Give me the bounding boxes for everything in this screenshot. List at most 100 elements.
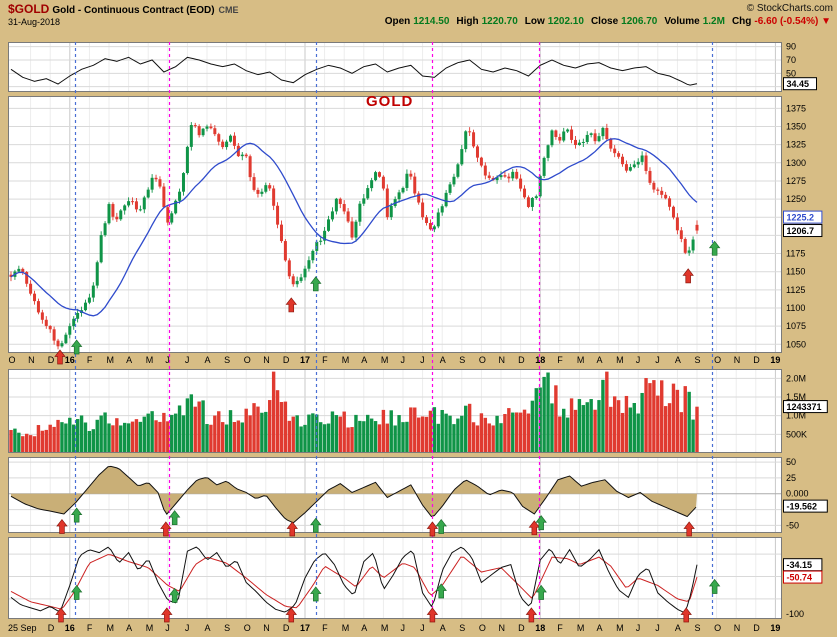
chart-date: 31-Aug-2018 [8,17,61,27]
green-signal-arrow [70,584,83,600]
svg-text:M: M [342,623,350,633]
svg-text:18: 18 [535,355,545,365]
bottom-oscillator-fast-line [10,546,698,614]
svg-text:1250: 1250 [786,194,806,204]
svg-text:J: J [165,623,170,633]
svg-text:F: F [87,355,93,365]
svg-text:18: 18 [535,623,545,633]
red-signal-arrow [285,297,297,313]
svg-text:A: A [126,623,132,633]
svg-text:-100: -100 [786,609,804,619]
bottom-oscillator-slow-line [10,554,698,610]
green-signal-arrow [310,276,322,292]
svg-text:D: D [283,623,290,633]
signal-arrows [54,240,721,623]
svg-text:A: A [675,355,681,365]
quote-value: -6.60 (-0.54%) ▼ [754,16,831,27]
svg-text:A: A [205,355,211,365]
svg-text:500K: 500K [786,429,807,439]
time-axis-labels: O N D 16 F M A M J J A S O N D 17 F M A M J J A S O N D 18 F M A M J J A S O… [8,355,780,633]
exchange-label: CME [218,5,239,15]
stockcharts-copyright-link[interactable]: © StockCharts.com [746,3,833,14]
svg-text:1050: 1050 [786,339,806,349]
quote-label: Volume [664,16,700,27]
svg-text:M: M [107,623,115,633]
quote-value: 1202.10 [547,16,584,27]
svg-text:1075: 1075 [786,321,806,331]
svg-text:-19.562: -19.562 [787,502,818,512]
svg-text:N: N [263,623,270,633]
right-axis-labels: 90705034.4513751350132513001275125011751… [783,42,828,619]
svg-text:S: S [459,623,465,633]
svg-text:O: O [244,355,251,365]
svg-text:J: J [655,355,660,365]
svg-text:J: J [655,623,660,633]
red-signal-arrow [525,607,538,623]
svg-text:O: O [714,355,721,365]
svg-text:F: F [557,623,563,633]
ohlc-quote-strip: Open 1214.50 High 1220.70 Low 1202.10 Close 120… [378,16,831,27]
svg-text:D: D [48,355,55,365]
svg-text:1100: 1100 [786,303,805,313]
svg-text:S: S [459,355,465,365]
green-signal-arrow [310,517,322,533]
svg-text:N: N [734,355,741,365]
middle-oscillator-area [10,465,697,524]
svg-text:1300: 1300 [786,158,806,168]
green-signal-arrow [70,507,83,523]
svg-text:1243371: 1243371 [787,402,822,412]
svg-text:19: 19 [770,623,780,633]
svg-text:A: A [440,623,446,633]
svg-text:A: A [126,355,132,365]
quote-value: 1220.70 [481,16,518,27]
red-signal-arrow [682,268,694,284]
svg-text:16: 16 [65,355,75,365]
svg-text:M: M [577,355,585,365]
green-signal-arrow [708,240,721,256]
red-signal-arrow [56,518,68,534]
green-signal-arrow [535,584,547,600]
svg-text:N: N [734,623,741,633]
svg-text:A: A [205,623,211,633]
quote-label: Low [524,16,545,27]
svg-text:1206.7: 1206.7 [787,226,815,236]
svg-text:1375: 1375 [786,103,806,113]
quote-label: Open [384,16,411,27]
svg-text:O: O [479,623,486,633]
green-signal-arrow [310,586,322,602]
instrument-name: Gold - Continuous Contract (EOD) [52,5,215,16]
chart-watermark: GOLD [366,93,414,110]
quote-row: 31-Aug-2018 Open 1214.50 High 1220.70 Low 120… [8,16,833,29]
svg-text:-34.15: -34.15 [787,560,813,570]
red-signal-arrow [426,521,439,537]
red-signal-arrow [54,349,66,365]
svg-text:N: N [499,623,506,633]
svg-text:O: O [244,623,251,633]
svg-text:J: J [185,355,190,365]
svg-text:J: J [636,355,641,365]
svg-text:2.0M: 2.0M [786,373,806,383]
svg-text:25: 25 [786,473,796,483]
svg-text:16: 16 [65,623,75,633]
svg-text:A: A [361,623,367,633]
svg-text:1275: 1275 [786,176,806,186]
green-signal-arrow [70,339,83,355]
svg-text:N: N [28,355,34,365]
svg-text:1225.2: 1225.2 [787,213,815,223]
quote-label: High [456,16,479,27]
svg-text:S: S [695,623,701,633]
svg-text:M: M [616,355,624,365]
svg-text:J: J [636,623,641,633]
svg-text:F: F [557,355,563,365]
svg-text:-50: -50 [786,520,799,530]
svg-text:M: M [342,355,350,365]
quote-value: 1206.70 [621,16,658,27]
red-signal-arrow [55,607,67,623]
svg-text:A: A [675,623,681,633]
svg-text:17: 17 [300,623,310,633]
quote-label: Chg [731,16,752,27]
ticker-symbol: $GOLD [8,2,50,16]
svg-text:1.5M: 1.5M [786,392,806,402]
